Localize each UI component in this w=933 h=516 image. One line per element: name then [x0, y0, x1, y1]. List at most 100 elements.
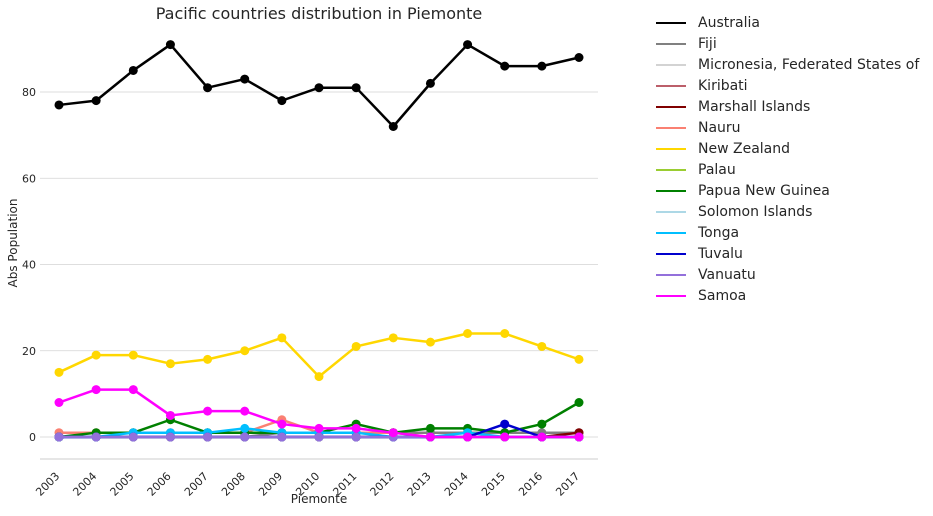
legend-label: New Zealand: [698, 140, 790, 157]
legend-item: Papua New Guinea: [656, 180, 919, 201]
data-point: [500, 432, 510, 442]
y-tick-label: 80: [22, 86, 36, 99]
data-point: [500, 329, 510, 338]
data-point: [54, 100, 64, 110]
data-point: [54, 432, 64, 442]
y-tick-label: 0: [29, 431, 36, 444]
data-point: [91, 432, 101, 442]
legend-item: Solomon Islands: [656, 201, 919, 222]
data-point: [351, 432, 361, 442]
data-point: [500, 61, 510, 71]
x-tick-label: 2012: [368, 470, 397, 499]
data-point: [128, 65, 138, 75]
legend-label: Fiji: [698, 35, 717, 52]
data-point: [425, 423, 435, 433]
legend-swatch: [656, 84, 686, 87]
data-point: [203, 83, 213, 93]
x-tick-label: 2005: [108, 470, 137, 499]
data-point: [277, 432, 287, 442]
legend-item: Vanuatu: [656, 264, 919, 285]
legend-swatch: [656, 63, 686, 66]
x-tick-label: 2007: [182, 470, 211, 499]
data-point: [165, 359, 175, 369]
data-point: [574, 354, 584, 364]
data-point: [277, 96, 287, 106]
x-axis-label: Piemonte: [291, 492, 347, 506]
data-point: [91, 385, 101, 395]
legend-swatch: [656, 252, 686, 255]
data-point: [240, 423, 250, 433]
data-point: [537, 341, 547, 351]
legend-item: Palau: [656, 159, 919, 180]
series-new-zealand: [54, 329, 584, 382]
data-point: [203, 406, 213, 416]
legend-item: Marshall Islands: [656, 96, 919, 117]
data-point: [388, 122, 398, 131]
data-point: [388, 428, 398, 438]
x-tick-label: 2016: [516, 470, 545, 499]
x-tick-label: 2017: [553, 470, 582, 499]
data-point: [54, 398, 64, 407]
x-tick-label: 2009: [256, 470, 285, 499]
data-point: [165, 410, 175, 420]
data-point: [165, 432, 175, 442]
data-point: [463, 329, 473, 338]
data-point: [128, 350, 138, 360]
legend-item: New Zealand: [656, 138, 919, 159]
data-point: [240, 406, 250, 416]
data-point: [314, 83, 324, 93]
data-point: [165, 40, 175, 50]
data-point: [91, 96, 101, 106]
data-point: [388, 333, 398, 343]
legend: Australia Fiji Micronesia, Federated State…: [656, 12, 919, 306]
x-tick-label: 2003: [33, 470, 62, 499]
legend-swatch: [656, 294, 686, 297]
legend-item: Tuvalu: [656, 243, 919, 264]
legend-label: Solomon Islands: [698, 203, 813, 220]
legend-swatch: [656, 105, 686, 108]
legend-item: Tonga: [656, 222, 919, 243]
legend-item: Fiji: [656, 33, 919, 54]
data-point: [314, 372, 324, 382]
data-point: [203, 432, 213, 442]
y-tick-label: 40: [22, 259, 36, 272]
data-point: [314, 432, 324, 442]
legend-label: Micronesia, Federated States of: [698, 56, 920, 73]
data-point: [574, 53, 584, 62]
legend-item: Australia: [656, 12, 919, 33]
data-point: [128, 385, 138, 395]
legend-label: Australia: [698, 14, 760, 31]
legend-label: Kiribati: [698, 77, 748, 94]
legend-swatch: [656, 21, 686, 24]
legend-label: Vanuatu: [698, 266, 756, 283]
chart-title: Pacific countries distribution in Piemon…: [156, 4, 483, 23]
data-point: [240, 432, 250, 442]
legend-label: Tuvalu: [698, 245, 743, 262]
x-tick-label: 2013: [405, 470, 434, 499]
data-point: [277, 419, 287, 429]
data-point: [425, 337, 435, 347]
data-point: [128, 432, 138, 442]
legend-item: Samoa: [656, 285, 919, 306]
legend-label: Palau: [698, 161, 736, 178]
y-tick-label: 60: [22, 172, 36, 185]
x-tick-label: 2014: [442, 470, 471, 499]
legend-swatch: [656, 210, 686, 213]
data-point: [240, 346, 250, 356]
legend-label: Samoa: [698, 287, 747, 304]
data-point: [463, 432, 473, 442]
data-point: [240, 74, 250, 84]
y-tick-labels: 0 20 40 60 80: [22, 86, 36, 444]
data-point: [54, 367, 64, 377]
data-point: [425, 78, 435, 88]
data-point: [314, 423, 324, 433]
data-point: [277, 333, 287, 343]
legend-label: Tonga: [698, 224, 740, 241]
data-point: [537, 419, 547, 429]
data-point: [574, 398, 584, 407]
series-australia: [54, 40, 584, 131]
x-tick-label: 2004: [70, 470, 99, 499]
series-samoa: [54, 385, 584, 442]
legend-swatch: [656, 147, 686, 150]
